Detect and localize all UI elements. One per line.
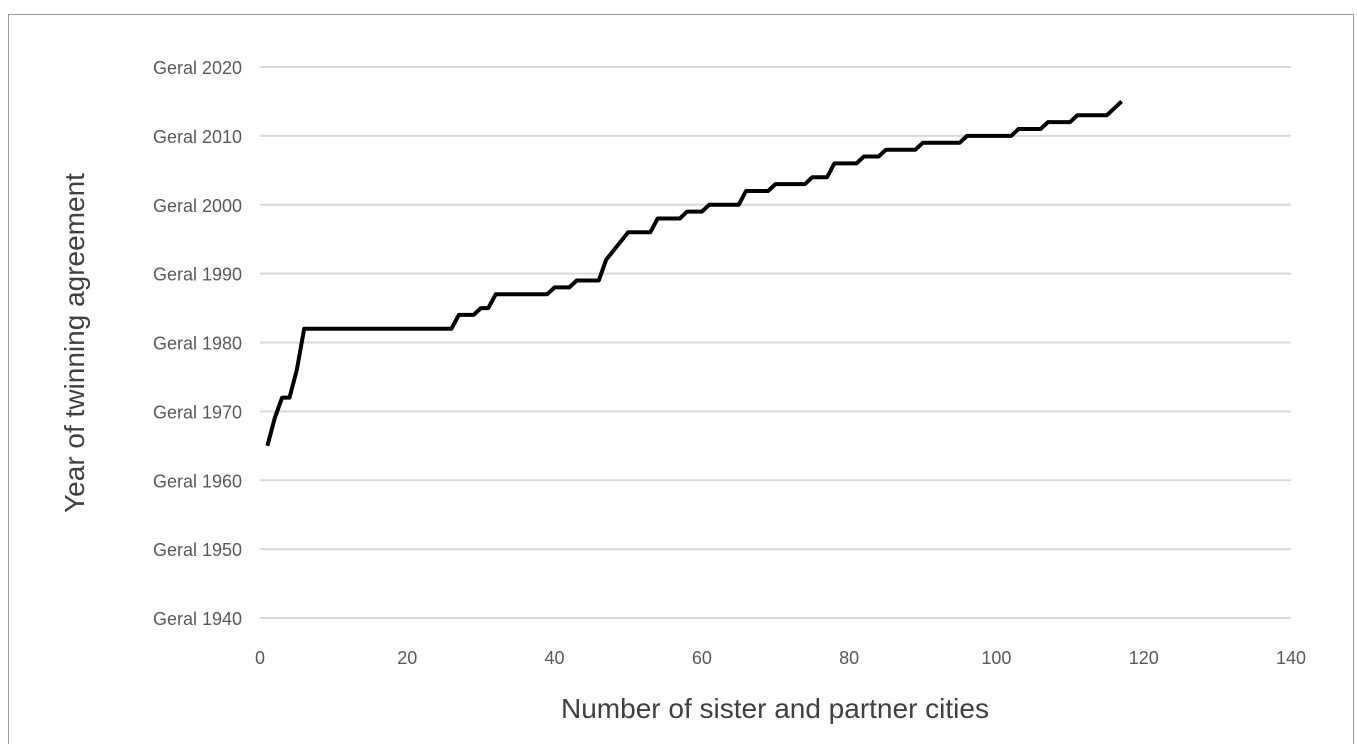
x-tick-label: 40 — [545, 648, 565, 668]
chart-frame — [8, 14, 1354, 744]
x-tick-label: 0 — [255, 648, 265, 668]
y-tick-label: Geral 2020 — [153, 58, 242, 78]
y-axis-title: Year of twinning agreement — [59, 173, 90, 513]
y-tick-label: Geral 1950 — [153, 540, 242, 560]
y-tick-label: Geral 2000 — [153, 196, 242, 216]
y-tick-label: Geral 1970 — [153, 402, 242, 422]
y-tick-labels: Geral 1940 Geral 1950 Geral 1960 Geral 1970… — [153, 58, 242, 629]
x-tick-labels: 0 20 40 60 80 100 120 140 — [255, 648, 1306, 668]
x-tick-label: 80 — [839, 648, 859, 668]
x-tick-label: 20 — [397, 648, 417, 668]
series-lines — [265, 99, 1123, 447]
x-axis-title: Number of sister and partner cities — [561, 693, 989, 724]
gridlines — [260, 66, 1291, 619]
x-tick-label: 100 — [981, 648, 1011, 668]
y-tick-label: Geral 1960 — [153, 471, 242, 491]
x-tick-label: 140 — [1276, 648, 1306, 668]
y-tick-label: Geral 1940 — [153, 609, 242, 629]
series-line — [265, 99, 1123, 447]
y-tick-label: Geral 1990 — [153, 265, 242, 285]
y-tick-label: Geral 2010 — [153, 127, 242, 147]
x-tick-label: 120 — [1129, 648, 1159, 668]
y-tick-label: Geral 1980 — [153, 334, 242, 354]
x-tick-label: 60 — [692, 648, 712, 668]
